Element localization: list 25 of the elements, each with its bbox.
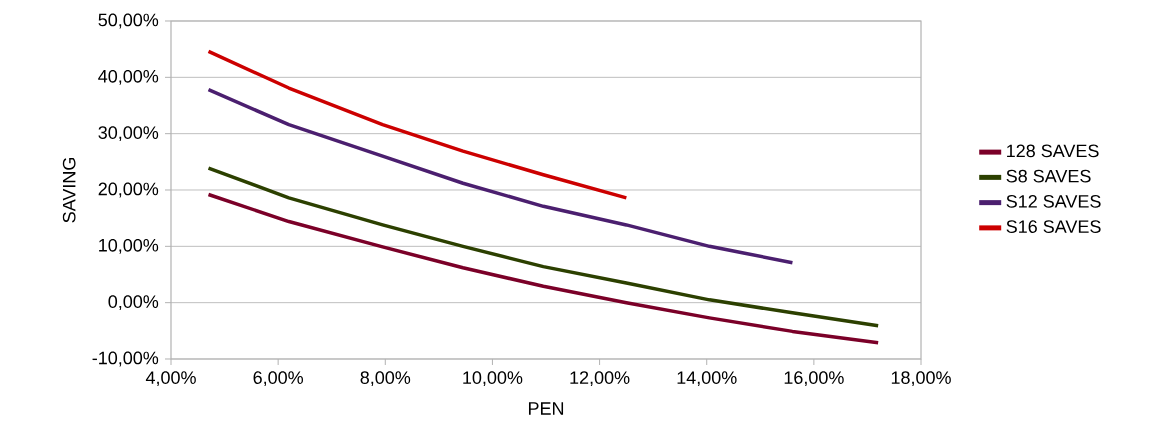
y-tick-label: 40,00% [98,69,159,85]
legend-label: 128 SAVES [1007,144,1099,158]
x-tick-label: 6,00% [253,371,304,387]
legend-label: S8 SAVES [1006,169,1091,183]
y-tick-label: 0,00% [108,295,159,311]
x-axis-title: PEN [528,402,564,415]
y-axis-title: SAVING [62,158,76,223]
legend-label: S16 SAVES [1006,220,1101,233]
y-tick-label: 30,00% [98,126,159,142]
line-series [206,166,880,328]
x-tick-label: 10,00% [463,371,523,387]
y-tick-label: 10,00% [99,238,159,254]
x-tick-label: 14,00% [677,371,737,387]
y-tick-label: 20,00% [98,182,159,198]
line-series [206,87,795,265]
line-series [206,49,629,200]
x-tick-label: 16,00% [784,371,844,387]
x-tick-label: 12,00% [570,371,630,387]
legend-label: S12 SAVES [1006,195,1101,208]
x-tick-label: 18,00% [891,371,951,387]
y-tick-label: 50,00% [98,13,159,29]
x-tick-label: 8,00% [360,371,411,387]
y-tick-label: -10,00% [92,351,159,367]
line-series [206,192,880,345]
x-tick-label: 4,00% [145,371,196,387]
